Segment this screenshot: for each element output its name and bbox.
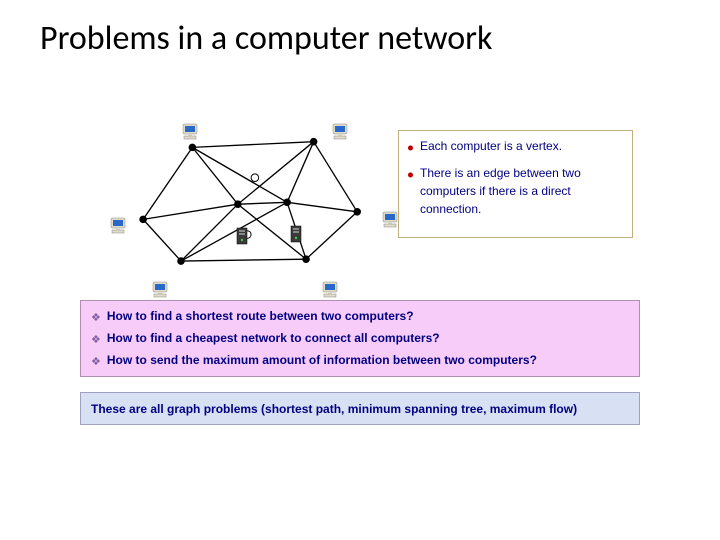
description-item: • There is an edge between two computers …	[407, 164, 624, 218]
graph-edge	[143, 147, 192, 219]
computer-icon	[330, 122, 352, 142]
bullet-icon: ❖	[91, 333, 101, 346]
bullet-icon: ❖	[91, 311, 101, 324]
graph-vertex	[177, 257, 185, 265]
graph-vertex	[302, 255, 310, 263]
graph-vertex	[283, 199, 291, 207]
network-diagram	[80, 100, 390, 280]
graph-vertex	[310, 138, 318, 146]
graph-edge	[287, 142, 314, 203]
graph-edge	[181, 259, 306, 261]
question-text: How to send the maximum amount of inform…	[107, 353, 537, 367]
computer-icon	[150, 280, 172, 300]
graph-edge	[192, 142, 313, 148]
graph-edge	[306, 212, 357, 259]
graph-vertex	[353, 208, 361, 216]
graph-edge	[238, 202, 287, 204]
questions-box: ❖ How to find a shortest route between tw…	[80, 300, 640, 377]
description-box: • Each computer is a vertex. • There is an …	[398, 130, 633, 238]
bullet-icon: •	[407, 139, 414, 156]
graph-edge	[192, 147, 237, 204]
graph-edge	[238, 142, 314, 205]
computer-icon	[180, 122, 202, 142]
graph-edge	[314, 142, 358, 212]
graph-vertex	[189, 144, 197, 152]
graph-edge	[143, 219, 181, 261]
server-icon	[232, 226, 254, 246]
description-text: Each computer is a vertex.	[420, 137, 562, 155]
computer-icon	[108, 216, 130, 236]
graph-edge	[287, 202, 357, 211]
question-item: ❖ How to find a shortest route between tw…	[91, 309, 629, 324]
slide-title: Problems in a computer network	[40, 18, 680, 59]
bullet-icon: •	[407, 166, 414, 183]
graph-edge	[143, 204, 238, 219]
graph-vertex	[139, 216, 147, 224]
question-text: How to find a cheapest network to connec…	[107, 331, 440, 345]
graph-vertex	[234, 200, 242, 208]
description-item: • Each computer is a vertex.	[407, 137, 624, 156]
graph-edge	[181, 204, 238, 261]
edge-crossing	[251, 174, 259, 182]
question-item: ❖ How to find a cheapest network to conne…	[91, 331, 629, 346]
question-item: ❖ How to send the maximum amount of infor…	[91, 353, 629, 368]
bullet-icon: ❖	[91, 355, 101, 368]
computer-icon	[320, 280, 342, 300]
server-icon	[286, 224, 308, 244]
description-text: There is an edge between two computers i…	[420, 164, 624, 218]
question-text: How to find a shortest route between two…	[107, 309, 414, 323]
answer-text: These are all graph problems (shortest p…	[91, 402, 577, 416]
answer-box: These are all graph problems (shortest p…	[80, 392, 640, 425]
